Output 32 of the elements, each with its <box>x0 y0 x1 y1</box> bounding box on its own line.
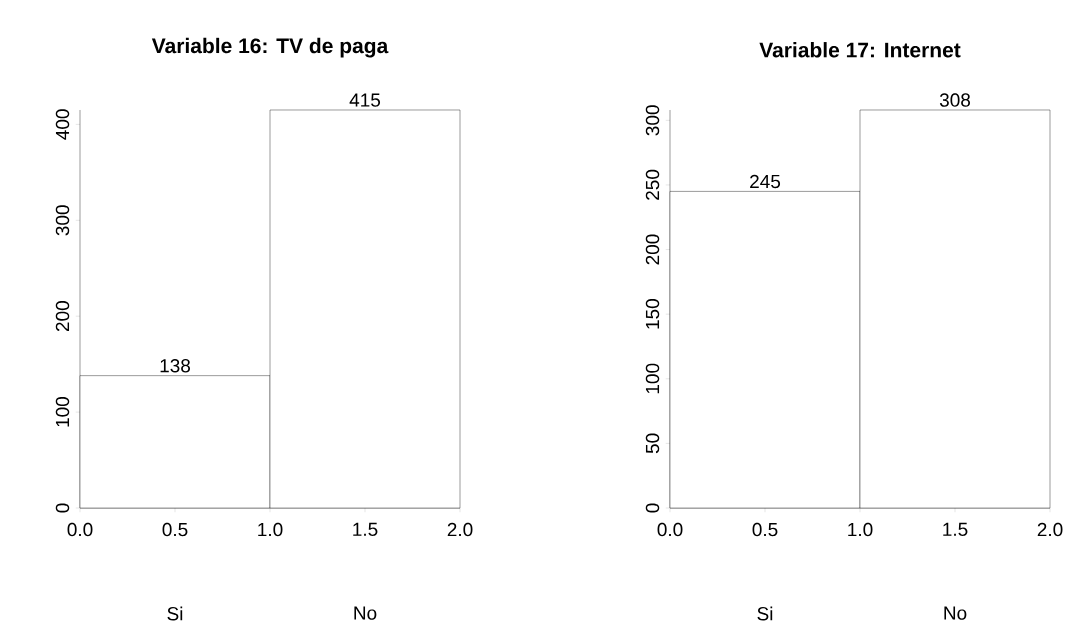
x-tick-label: 2.0 <box>447 522 473 537</box>
x-tick-label: 1.5 <box>353 522 378 537</box>
x-tick-label: 0.5 <box>752 522 778 537</box>
text: No <box>354 606 377 620</box>
text: Si <box>757 606 773 621</box>
data-label: 245 <box>750 174 781 189</box>
data-label: 138 <box>160 359 191 373</box>
y-tick-label: 300 <box>645 105 660 136</box>
y-tick-label: 0 <box>645 503 660 513</box>
y-tick-label: 100 <box>645 363 660 394</box>
y-tick-label: 200 <box>55 301 70 332</box>
x-tick-label: 0.0 <box>67 522 93 537</box>
chart-title: Variable 16: TV de paga <box>151 37 389 58</box>
x-tick-label: 1.0 <box>848 522 873 537</box>
x-tick-label: 1.5 <box>943 522 968 537</box>
text: Si <box>167 606 183 621</box>
y-tick-label: 100 <box>55 396 70 427</box>
x-tick-label: 0.5 <box>162 522 188 537</box>
x-tick-label: 0.0 <box>657 522 683 537</box>
y-tick-label: 300 <box>55 205 70 236</box>
y-tick-label: 250 <box>645 169 660 200</box>
x-tick-label: 1.0 <box>258 522 283 537</box>
y-tick-label: 200 <box>645 234 660 265</box>
text: No <box>944 606 967 620</box>
y-tick-label: 400 <box>55 109 70 140</box>
y-tick-label: 50 <box>645 433 660 454</box>
y-tick-label: 0 <box>55 503 70 513</box>
data-label: 415 <box>349 93 381 107</box>
y-tick-label: 150 <box>645 299 660 329</box>
x-tick-label: 2.0 <box>1037 522 1063 537</box>
chart-title: Variable 17: Internet <box>759 42 961 58</box>
data-label: 308 <box>939 93 971 107</box>
